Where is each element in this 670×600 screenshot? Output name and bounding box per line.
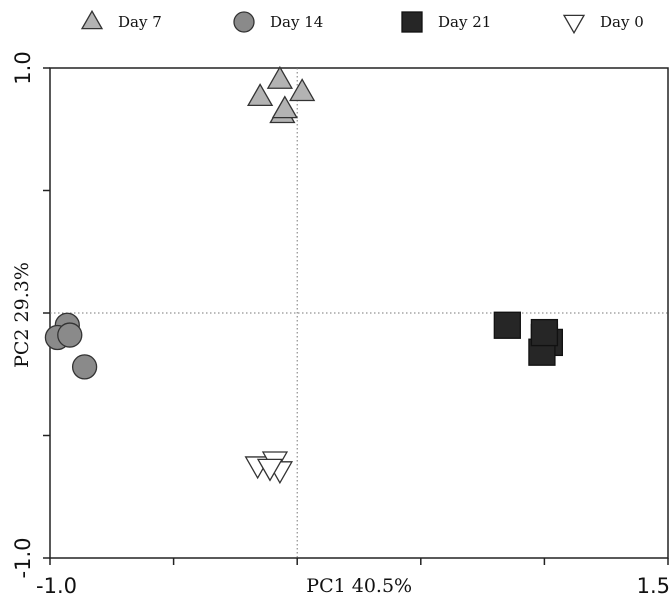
legend-item: Day 7 — [80, 9, 162, 31]
x-axis-label: PC1 40.5% — [306, 575, 412, 597]
data-point — [271, 95, 298, 119]
x-tick-label: 1.5 — [637, 574, 670, 598]
series-square — [493, 311, 563, 366]
tick-labels: -1.0 1.5 1.0 -1.0 — [11, 51, 670, 598]
y-axis-label: PC2 29.3% — [11, 262, 33, 368]
y-tick-label: 1.0 — [11, 51, 35, 84]
legend-label: Day 7 — [118, 13, 162, 31]
series-triangle-down — [244, 451, 294, 485]
legend-marker — [80, 9, 104, 30]
data-point — [266, 65, 294, 89]
data-point — [256, 458, 284, 482]
legend-label: Day 21 — [438, 13, 491, 31]
legend: Day 7 Day 14 Day 21 Day 0 — [80, 9, 644, 35]
legend-label: Day 14 — [270, 13, 323, 31]
axis-ticks — [43, 67, 669, 565]
legend-item: Day 14 — [233, 11, 323, 33]
data-point — [493, 311, 521, 339]
legend-marker — [233, 11, 255, 33]
legend-label: Day 0 — [600, 13, 644, 31]
series-triangle-up — [246, 65, 316, 124]
data-point — [57, 322, 83, 348]
legend-item: Day 0 — [562, 13, 644, 35]
legend-marker — [562, 14, 586, 35]
legend-marker — [401, 11, 423, 33]
data-point — [530, 318, 559, 347]
y-tick-label: -1.0 — [11, 538, 35, 579]
x-tick-label: -1.0 — [36, 574, 77, 598]
data-point — [246, 83, 274, 107]
data-points — [44, 65, 563, 485]
data-point — [289, 78, 316, 102]
legend-item: Day 21 — [401, 11, 491, 33]
data-point — [71, 354, 98, 380]
series-circle — [44, 312, 98, 380]
